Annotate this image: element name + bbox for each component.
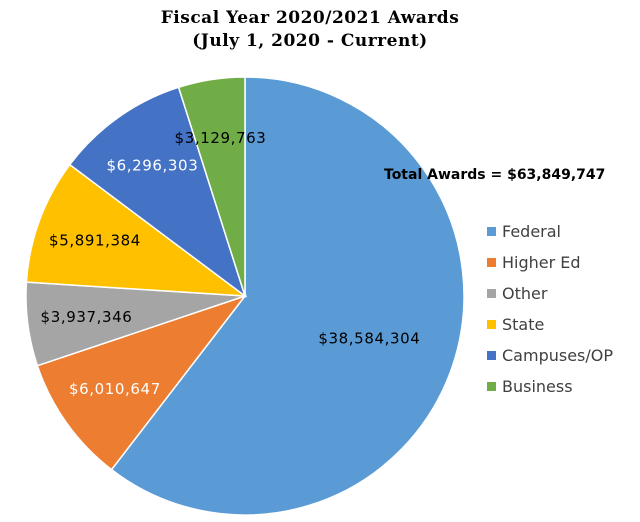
pie-slice-higher-ed — [36, 294, 248, 471]
legend-item-higher-ed: Higher Ed — [487, 247, 637, 278]
pie-data-labels: $38,584,304 $6,010,647 $3,937,346 $5,891,38… — [41, 129, 420, 398]
legend: Federal Higher Ed Other State Campuses/OP Bus… — [487, 216, 637, 402]
pie-slices — [25, 76, 465, 516]
legend-label: Higher Ed — [502, 253, 581, 272]
pie-slice-business — [177, 76, 246, 297]
pie-slice-federal — [110, 76, 465, 516]
data-label-campuses-op: $6,296,303 — [106, 157, 198, 175]
pie-slice-campuses-op — [68, 86, 247, 299]
legend-item-federal: Federal — [487, 216, 637, 247]
total-awards: Total Awards = $63,849,747 — [384, 167, 605, 183]
total-awards-label: Total Awards = — [384, 167, 508, 183]
legend-swatch — [487, 258, 496, 267]
data-label-higher-ed: $6,010,647 — [69, 380, 161, 398]
legend-swatch — [487, 227, 496, 236]
legend-item-business: Business — [487, 371, 637, 402]
total-awards-value: $63,849,747 — [507, 167, 606, 183]
legend-item-other: Other — [487, 278, 637, 309]
legend-swatch — [487, 320, 496, 329]
data-label-other: $3,937,346 — [41, 308, 133, 326]
legend-swatch — [487, 289, 496, 298]
data-label-federal: $38,584,304 — [318, 329, 420, 347]
legend-label: State — [502, 315, 545, 334]
legend-item-state: State — [487, 309, 637, 340]
legend-item-campuses-op: Campuses/OP — [487, 340, 637, 371]
data-label-business: $3,129,763 — [175, 129, 267, 147]
legend-swatch — [487, 382, 496, 391]
legend-label: Business — [502, 377, 573, 396]
chart-title: Fiscal Year 2020/2021 Awards — [160, 8, 460, 28]
legend-label: Federal — [502, 222, 561, 241]
data-label-state: $5,891,384 — [49, 232, 141, 250]
legend-label: Campuses/OP — [502, 346, 614, 365]
legend-swatch — [487, 351, 496, 360]
chart-subtitle: (July 1, 2020 - Current) — [192, 31, 428, 51]
pie-slice-state — [25, 163, 248, 297]
legend-label: Other — [502, 284, 548, 303]
